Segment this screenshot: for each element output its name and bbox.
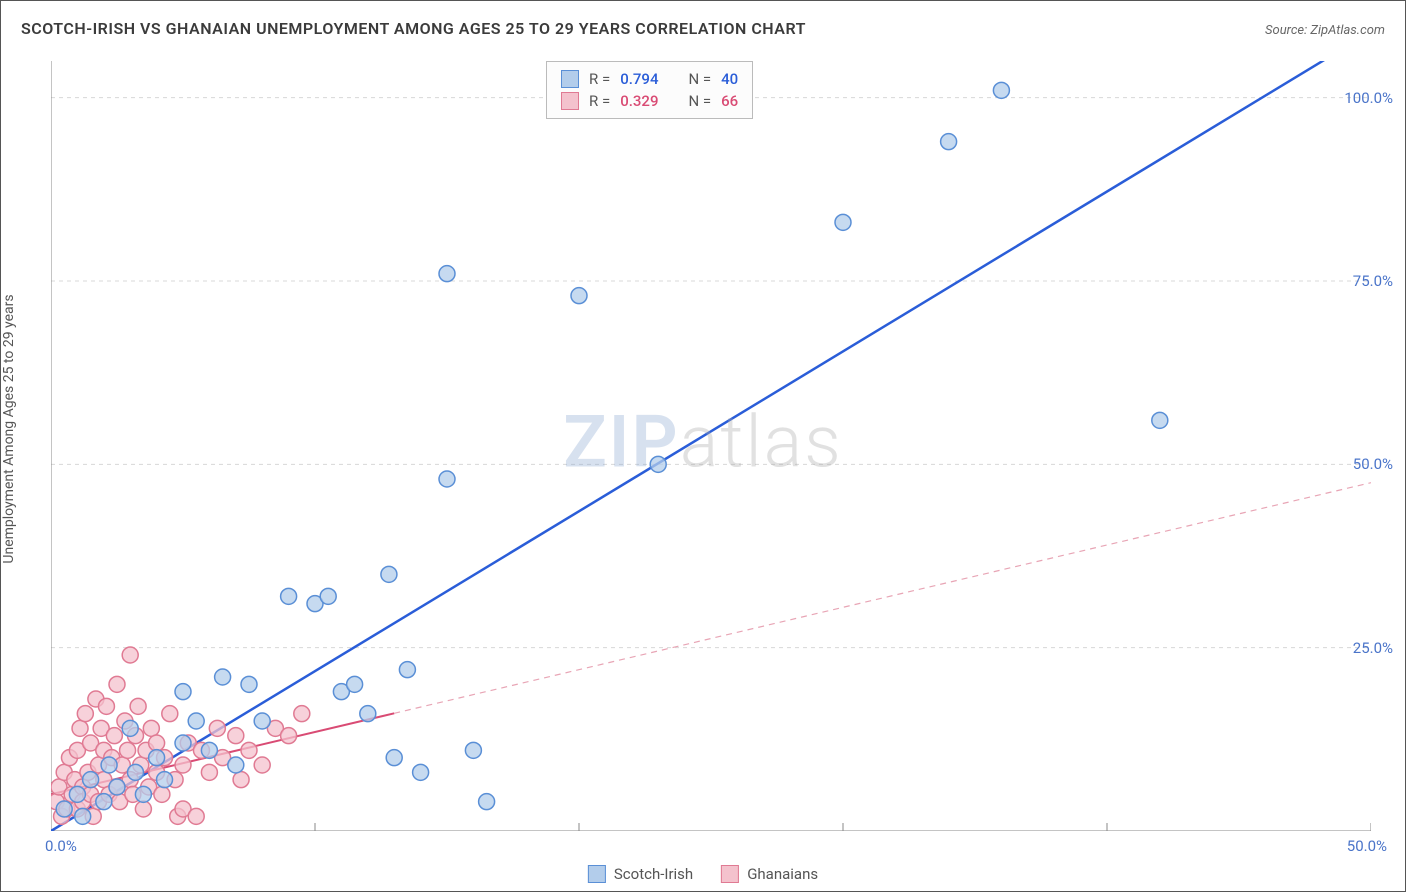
legend-label: Ghanaians — [747, 865, 818, 883]
n-label: N = — [688, 92, 711, 110]
r-label: R = — [589, 70, 610, 88]
legend-item-ghanaians[interactable]: Ghanaians — [721, 865, 818, 883]
n-label: N = — [688, 70, 711, 88]
r-value: 0.329 — [620, 92, 658, 110]
r-value: 0.794 — [620, 70, 658, 88]
chart-container: SCOTCH-IRISH VS GHANAIAN UNEMPLOYMENT AM… — [0, 0, 1406, 892]
y-tick-label: 75.0% — [1353, 272, 1393, 290]
r-label: R = — [589, 92, 610, 110]
correlation-stats-box: R = 0.794 N = 40 R = 0.329 N = 66 — [546, 61, 753, 119]
n-value: 66 — [721, 92, 738, 110]
scatter-plot — [51, 61, 1371, 831]
x-tick-label: 50.0% — [1347, 837, 1387, 855]
swatch-icon — [588, 865, 606, 883]
stats-row-ghanaians: R = 0.329 N = 66 — [561, 90, 738, 112]
swatch-icon — [561, 70, 579, 88]
stats-row-scotch-irish: R = 0.794 N = 40 — [561, 68, 738, 90]
y-tick-label: 25.0% — [1353, 639, 1393, 657]
chart-title: SCOTCH-IRISH VS GHANAIAN UNEMPLOYMENT AM… — [21, 19, 806, 38]
legend-item-scotch-irish[interactable]: Scotch-Irish — [588, 865, 693, 883]
swatch-icon — [721, 865, 739, 883]
legend: Scotch-Irish Ghanaians — [588, 865, 818, 883]
y-tick-label: 100.0% — [1344, 89, 1393, 107]
y-axis-label: Unemployment Among Ages 25 to 29 years — [1, 294, 17, 563]
n-value: 40 — [721, 70, 738, 88]
source-attribution: Source: ZipAtlas.com — [1265, 23, 1385, 38]
x-tick-label: 0.0% — [45, 837, 77, 855]
legend-label: Scotch-Irish — [614, 865, 693, 883]
swatch-icon — [561, 92, 579, 110]
y-tick-label: 50.0% — [1353, 455, 1393, 473]
